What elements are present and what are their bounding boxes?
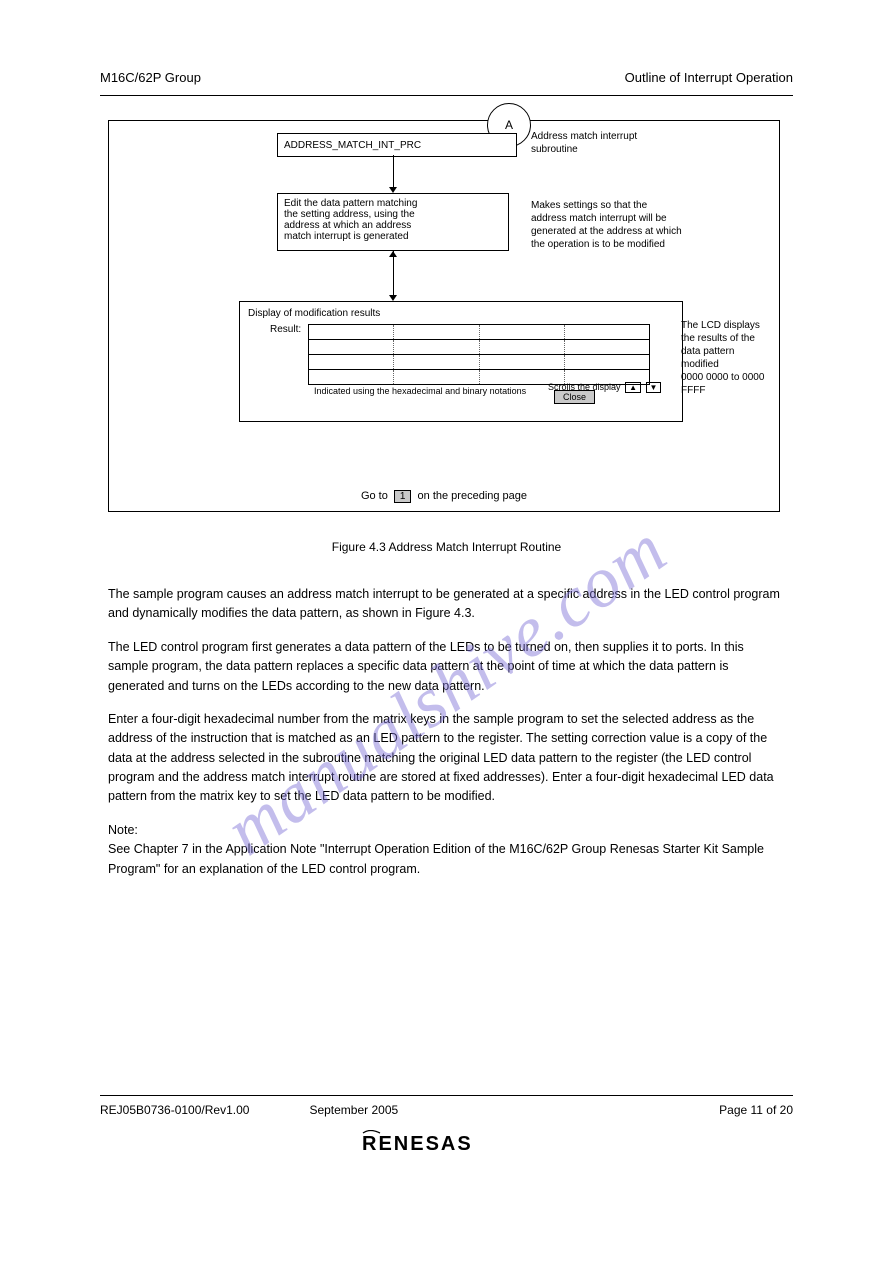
- caption-page-ref: 1: [394, 490, 412, 503]
- note-line: 0000 0000 to 0000 FFFF: [681, 371, 777, 397]
- result-grid: [308, 324, 650, 385]
- page-header: M16C/62P Group Outline of Interrupt Oper…: [100, 70, 793, 85]
- grid-cell: [564, 355, 649, 369]
- grid-cell: [564, 340, 649, 354]
- grid-row: [309, 339, 649, 354]
- logo-icon: RENESAS: [362, 1130, 532, 1156]
- scroll-up-button[interactable]: ▲: [625, 382, 641, 393]
- editbox-line: Edit the data pattern matching: [284, 198, 502, 209]
- editbox-line: address at which an address: [284, 220, 502, 231]
- renesas-logo: RENESAS: [0, 1130, 893, 1161]
- process-box-1: ADDRESS_MATCH_INT_PRC: [277, 133, 517, 157]
- note-line: address match interrupt will be: [531, 212, 682, 225]
- svg-text:RENESAS: RENESAS: [362, 1133, 473, 1155]
- note-line: modified: [681, 358, 777, 371]
- footer-date: September 2005: [309, 1103, 398, 1117]
- grid-cell: [309, 325, 393, 339]
- note-line: data pattern: [681, 345, 777, 358]
- figure-caption: Figure 4.3 Address Match Interrupt Routi…: [0, 540, 893, 554]
- grid-cell: [393, 370, 478, 384]
- note-line: the operation is to be modified: [531, 238, 682, 251]
- note-label: Note:: [108, 821, 156, 840]
- process-1-notes: Address match interrupt subroutine: [531, 130, 637, 156]
- section-title: Outline of Interrupt Operation: [625, 70, 793, 85]
- caption-right: on the preceding page: [418, 490, 527, 502]
- note-line: Makes settings so that the: [531, 199, 682, 212]
- flow-line: [393, 251, 394, 299]
- grid-caption: Indicated using the hexadecimal and bina…: [314, 386, 526, 396]
- caption-left: Go to: [361, 490, 388, 502]
- grid-cell: [393, 355, 478, 369]
- note-line: generated at the address at which: [531, 225, 682, 238]
- grid-cell: [393, 325, 478, 339]
- footer-page: Page 11 of 20: [719, 1103, 793, 1117]
- body-text: The sample program causes an address mat…: [108, 585, 785, 893]
- grid-cell: [309, 370, 393, 384]
- close-button[interactable]: Close: [554, 390, 595, 404]
- process-box-2: Edit the data pattern matching the setti…: [277, 193, 509, 251]
- note-line: subroutine: [531, 143, 637, 156]
- figure-footer: Go to 1 on the preceding page: [109, 490, 779, 503]
- editbox-line: the setting address, using the: [284, 209, 502, 220]
- doc-title: M16C/62P Group: [100, 70, 201, 85]
- grid-cell: [309, 340, 393, 354]
- paragraph: The sample program causes an address mat…: [108, 585, 785, 624]
- editbox-line: match interrupt is generated: [284, 231, 502, 242]
- process-1-text: ADDRESS_MATCH_INT_PRC: [284, 140, 421, 151]
- page-footer: REJ05B0736-0100/Rev1.00 September 2005 P…: [100, 1103, 793, 1117]
- note-line: the results of the: [681, 332, 777, 345]
- note-paragraph: Note:See Chapter 7 in the Application No…: [108, 821, 785, 879]
- connector-label: A: [505, 118, 513, 132]
- rule-bottom: [100, 1095, 793, 1096]
- dialog-notes: The LCD displays the results of the data…: [681, 319, 777, 397]
- grid-cell: [479, 355, 564, 369]
- result-label: Result:: [270, 324, 301, 335]
- note-line: Address match interrupt: [531, 130, 637, 143]
- grid-cell: [479, 325, 564, 339]
- dialog-box: Display of modification results Result: …: [239, 301, 683, 422]
- process-2-notes: Makes settings so that the address match…: [531, 199, 682, 251]
- paragraph: Enter a four-digit hexadecimal number fr…: [108, 710, 785, 807]
- flow-line: [393, 155, 394, 191]
- page: M16C/62P Group Outline of Interrupt Oper…: [0, 0, 893, 1263]
- figure-box: A ADDRESS_MATCH_INT_PRC Address match in…: [108, 120, 780, 512]
- grid-cell: [309, 355, 393, 369]
- note-text: See Chapter 7 in the Application Note "I…: [108, 840, 785, 879]
- grid-cell: [393, 340, 478, 354]
- rule-top: [100, 95, 793, 96]
- footer-rev: REJ05B0736-0100/Rev1.00: [100, 1103, 249, 1117]
- dialog-controls: Scrolls the display ▲ ▼ Close: [548, 382, 682, 402]
- grid-cell: [479, 340, 564, 354]
- scroll-down-button[interactable]: ▼: [646, 382, 662, 393]
- note-line: The LCD displays: [681, 319, 777, 332]
- paragraph: The LED control program first generates …: [108, 638, 785, 696]
- dialog-title: Display of modification results: [248, 308, 674, 319]
- grid-cell: [564, 325, 649, 339]
- grid-row: [309, 354, 649, 369]
- grid-row: [309, 325, 649, 339]
